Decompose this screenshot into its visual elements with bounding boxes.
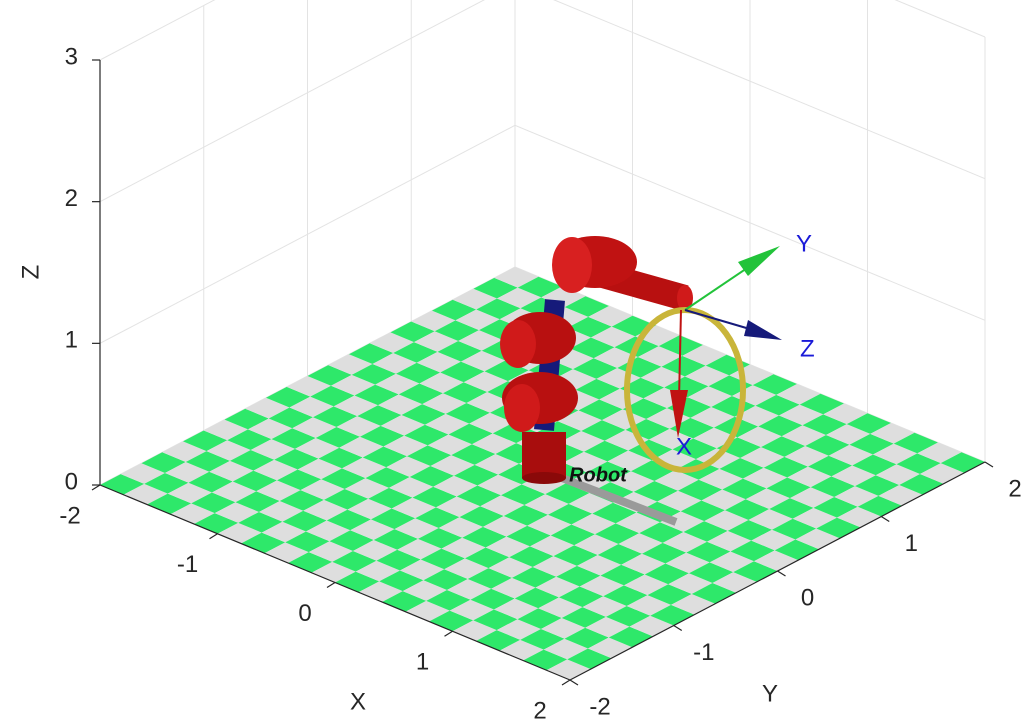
robot-joint [504,384,540,432]
y-tick [570,680,578,685]
robot-label: Robot [569,464,628,486]
y-tick-label: 2 [1008,475,1021,502]
y-tick-label: 1 [905,530,918,557]
y-tick-label: -1 [693,639,714,666]
x-tick-label: 1 [416,649,429,676]
frame-x-label: X [676,433,692,460]
x-tick-label: 2 [533,697,546,722]
x-tick-label: -1 [177,551,198,578]
x-tick-label: -2 [59,502,80,529]
x-tick [562,680,570,685]
y-tick [985,462,993,467]
chart: 0 1 2 3 -2 -1 0 1 2 -2 -1 0 1 2 X Y Z Robot Y Z X [0,0,1033,722]
z-axis-label: Z [17,265,44,280]
x-tick [92,485,100,490]
y-tick-label: -2 [589,693,610,720]
y-axis-label: Y [762,680,778,707]
y-tick [881,517,889,522]
z-tick-label: 0 [65,468,78,495]
x-tick-label: 0 [298,600,311,627]
x-tick [445,631,453,636]
frame-y-label: Y [796,230,812,257]
x-axis-label: X [350,688,366,715]
z-tick-label: 3 [65,43,78,70]
x-tick [327,583,335,588]
z-tick-label: 1 [65,327,78,354]
frame-y-arrow [738,246,780,276]
frame-z-label: Z [800,335,815,362]
x-tick [210,534,218,539]
y-tick [674,626,682,631]
robot-joint [552,237,592,293]
z-tick-label: 2 [65,185,78,212]
robot-base [522,432,566,478]
y-tick-label: 0 [801,584,814,611]
robot-joint [500,320,536,368]
robot-base [522,472,566,484]
y-tick [778,571,786,576]
